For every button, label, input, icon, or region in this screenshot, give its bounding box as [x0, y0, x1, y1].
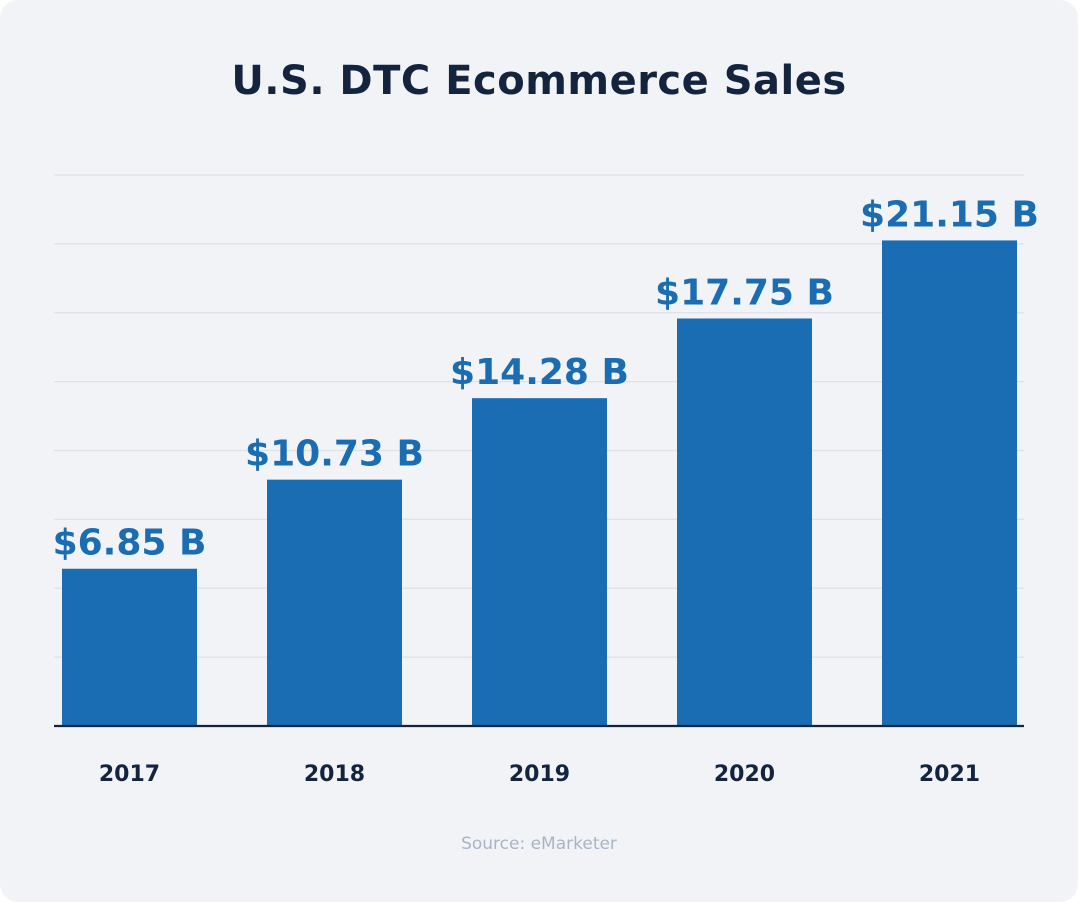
bar-2021 — [882, 240, 1017, 726]
source-note: Source: eMarketer — [461, 834, 617, 854]
bar-2017 — [62, 568, 197, 726]
x-tick-label-2018: 2018 — [304, 762, 365, 787]
data-label-2019: $14.28 B — [450, 352, 629, 393]
x-tick-label-2019: 2019 — [509, 762, 570, 787]
bar-2020 — [677, 318, 812, 726]
x-tick-label-2017: 2017 — [99, 762, 160, 787]
data-label-2018: $10.73 B — [245, 434, 424, 475]
x-tick-label-2021: 2021 — [919, 762, 980, 787]
x-tick-label-2020: 2020 — [714, 762, 775, 787]
chart-title: U.S. DTC Ecommerce Sales — [231, 58, 847, 104]
data-label-2020: $17.75 B — [655, 272, 834, 313]
data-label-2017: $6.85 B — [53, 523, 207, 564]
bar-2018 — [267, 479, 402, 726]
bar-2019 — [472, 398, 607, 726]
data-label-2021: $21.15 B — [860, 194, 1039, 235]
